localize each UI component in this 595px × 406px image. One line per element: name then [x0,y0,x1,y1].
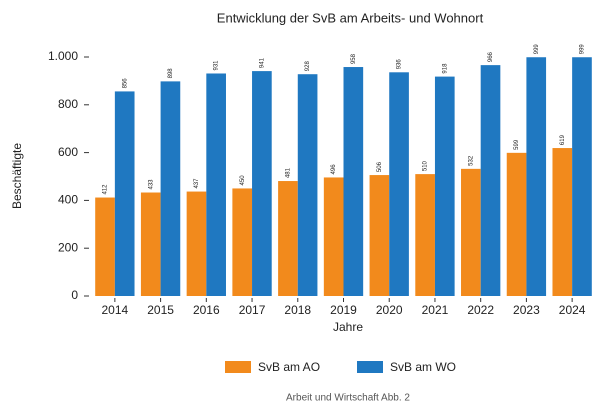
y-tick-label: 800 [58,97,78,111]
x-tick-label: 2023 [513,303,540,317]
x-tick-label: 2015 [147,303,174,317]
value-label: 941 [259,57,265,68]
value-label: 966 [488,51,494,62]
value-label: 898 [168,68,174,79]
value-label: 999 [534,44,540,55]
value-label: 931 [214,60,220,71]
x-tick-label: 2021 [422,303,449,317]
bar [552,148,573,296]
caption: Arbeit und Wirtschaft Abb. 2 [286,393,410,404]
legend-swatch [357,361,383,373]
x-axis-label: Jahre [333,320,363,334]
bar [389,72,409,297]
value-label: 510 [423,160,429,171]
y-tick-label: 400 [58,193,78,207]
bar [252,71,272,296]
value-label: 506 [377,161,383,172]
value-label: 856 [122,78,128,89]
value-label: 936 [397,59,403,70]
value-label: 958 [351,53,357,64]
bar [206,73,226,296]
bar [506,152,527,296]
value-label: 437 [194,178,200,189]
bar [572,57,592,296]
y-tick-label: 200 [58,240,78,254]
legend-label: SvB am AO [258,360,320,374]
bar [140,192,161,296]
x-tick-label: 2024 [559,303,586,317]
y-tick-label: 0 [71,288,78,302]
bar [323,177,344,296]
bar [297,74,318,296]
x-tick-label: 2020 [376,303,403,317]
chart-title: Entwicklung der SvB am Arbeits- und Wohn… [217,10,484,25]
bar [434,76,455,297]
bar [480,65,501,296]
value-label: 619 [560,134,566,145]
bar [461,168,481,296]
value-label: 496 [331,164,337,175]
value-label: 928 [305,61,311,72]
value-label: 412 [103,184,109,195]
y-tick-label: 1.000 [48,49,78,63]
value-label: 450 [240,175,246,186]
y-axis-label: Beschäftigte [10,143,24,209]
bar [415,174,435,296]
legend-swatch [225,361,251,373]
bar [278,181,298,296]
bar [232,188,253,296]
x-tick-label: 2019 [330,303,357,317]
bar [186,191,207,296]
value-label: 599 [514,139,520,150]
bar [369,175,390,296]
bar [343,67,364,297]
bar [526,57,547,296]
x-tick-label: 2022 [467,303,494,317]
value-label: 918 [442,63,448,74]
value-label: 481 [286,167,292,178]
x-tick-label: 2018 [284,303,311,317]
bar [114,91,135,296]
bar [95,197,115,296]
value-label: 532 [468,155,474,166]
bar [160,81,181,297]
legend-label: SvB am WO [390,360,456,374]
y-tick-label: 600 [58,145,78,159]
x-tick-label: 2017 [239,303,266,317]
x-tick-label: 2014 [102,303,129,317]
value-label: 433 [148,179,154,190]
x-tick-label: 2016 [193,303,220,317]
value-label: 999 [580,44,586,55]
